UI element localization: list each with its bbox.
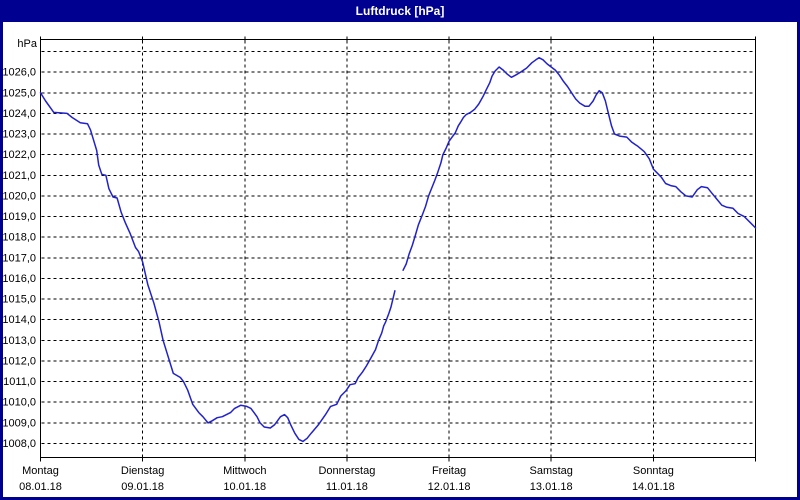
y-tick-label: 1019,0	[3, 211, 36, 223]
y-tick-label: 1012,0	[3, 355, 36, 367]
title-bar: Luftdruck [hPa]	[0, 0, 800, 22]
y-tick-label: 1009,0	[3, 417, 36, 429]
x-day-label: Samstag	[530, 465, 573, 477]
y-tick-label: 1025,0	[3, 87, 36, 99]
y-tick-label: 1022,0	[3, 149, 36, 161]
x-day-label: Dienstag	[121, 465, 164, 477]
y-tick-label: 1024,0	[3, 108, 36, 120]
y-tick-label: 1021,0	[3, 170, 36, 182]
y-tick-label: 1015,0	[3, 294, 36, 306]
x-date-label: 11.01.18	[326, 481, 368, 493]
x-date-label: 09.01.18	[121, 481, 164, 493]
x-date-label: 08.01.18	[19, 481, 62, 493]
x-day-label: Freitag	[432, 465, 466, 477]
y-tick-label: 1016,0	[3, 273, 36, 285]
pressure-line-segment	[402, 56, 757, 271]
x-date-label: 14.01.18	[632, 481, 675, 493]
y-tick-label: 1014,0	[3, 314, 36, 326]
y-tick-label: 1020,0	[3, 190, 36, 202]
y-tick-label: 1010,0	[3, 397, 36, 409]
x-day-label: Montag	[22, 465, 59, 477]
y-axis-unit-label: hPa	[17, 38, 37, 50]
x-date-label: 12.01.18	[428, 481, 471, 493]
x-date-label: 10.01.18	[223, 481, 266, 493]
y-tick-label: 1013,0	[3, 335, 36, 347]
y-tick-label: 1026,0	[3, 67, 36, 79]
x-date-label: 13.01.18	[530, 481, 573, 493]
window-title: Luftdruck [hPa]	[355, 4, 445, 18]
y-tick-label: 1018,0	[3, 232, 36, 244]
y-tick-label: 1008,0	[3, 438, 36, 450]
pressure-chart: hPa 1008,0 1009,0 1010,0 1011,0 1012,0 1013,0 1…	[2, 36, 757, 493]
x-day-label: Mittwoch	[223, 465, 266, 477]
chart-panel: hPa 1008,0 1009,0 1010,0 1011,0 1012,0 1013,0 1…	[2, 22, 797, 497]
x-day-label: Sonntag	[633, 465, 674, 477]
y-tick-label: 1017,0	[3, 252, 36, 264]
y-tick-label: 1011,0	[3, 376, 36, 388]
y-tick-label: 1023,0	[3, 129, 36, 141]
pressure-line-segment	[39, 92, 396, 443]
x-day-label: Donnerstag	[318, 465, 375, 477]
plot-border	[40, 39, 756, 458]
